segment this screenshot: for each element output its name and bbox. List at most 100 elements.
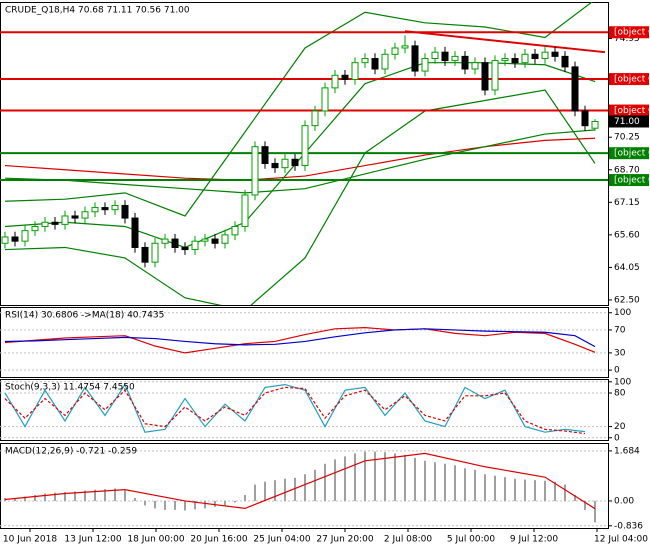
- candle-body: [171, 238, 179, 248]
- level-tag: [609, 174, 649, 187]
- candle-body: [531, 53, 539, 59]
- y-tick-label: 100: [614, 308, 631, 318]
- panel-title: MACD(12,26,9) -0.721 -0.259: [5, 447, 137, 457]
- candle-body: [41, 221, 49, 227]
- candle-body: [471, 62, 479, 70]
- y-tick-label: 68.70: [614, 165, 640, 175]
- y-tick-label: -0.836: [614, 521, 643, 531]
- candle-body: [121, 204, 129, 219]
- indicator-line: [4, 129, 596, 194]
- level-label: 71.00: [614, 117, 640, 127]
- trend-line: [404, 30, 606, 54]
- candle-body: [421, 57, 429, 72]
- macd-panel: [0, 443, 609, 529]
- candle-body: [591, 120, 599, 129]
- candle-body: [321, 87, 329, 112]
- candle-body: [1, 236, 9, 244]
- candle-body: [381, 53, 389, 70]
- y-tick-label: 100: [614, 377, 631, 387]
- y-tick-label: 1.684: [614, 446, 640, 456]
- panel-plot: [0, 450, 608, 527]
- candle-body: [541, 51, 549, 59]
- candle-body: [51, 221, 59, 225]
- indicator-line: [4, 89, 596, 305]
- x-tick-label: 2 Jul 08:00: [384, 535, 433, 545]
- level-label: [object Object]: [614, 106, 650, 116]
- x-tick-label: 20 Jun 16:00: [190, 535, 247, 545]
- candle-body: [391, 47, 399, 55]
- candle-body: [431, 51, 439, 59]
- candle-body: [481, 62, 489, 91]
- candle-body: [411, 45, 419, 72]
- y-tick-label: 0.00: [614, 496, 634, 506]
- candle-body: [101, 207, 109, 211]
- candle-body: [441, 51, 449, 62]
- candle-body: [151, 242, 159, 263]
- x-tick-label: 25 Jun 04:00: [253, 535, 310, 545]
- y-tick-label: 64.05: [614, 263, 640, 273]
- stoch-panel: [0, 379, 609, 441]
- y-tick-label: 62.50: [614, 295, 640, 305]
- candle-body: [61, 215, 69, 225]
- indicator-line: [4, 383, 586, 433]
- y-tick-label: 67.15: [614, 198, 640, 208]
- x-tick-label: 12 Jul 04:00: [594, 535, 648, 545]
- candle-body: [561, 55, 569, 68]
- x-tick-label: 5 Jul 00:00: [447, 535, 496, 545]
- x-tick-label: 10 Jun 2018: [3, 535, 57, 545]
- candle-body: [261, 146, 269, 164]
- y-tick-label: 0: [614, 366, 620, 376]
- y-tick-label: 20: [614, 422, 626, 432]
- x-tick-label: 18 Jun 00:00: [127, 535, 184, 545]
- candle-body: [161, 238, 169, 244]
- indicator-line: [4, 328, 596, 348]
- panel-plot: [0, 2, 608, 305]
- y-tick-label: 0: [614, 433, 620, 443]
- level-tag: [609, 73, 649, 86]
- candle-body: [581, 110, 589, 127]
- indicator-line: [4, 327, 596, 354]
- candle-body: [21, 230, 29, 242]
- candle-body: [331, 74, 339, 89]
- level-label: [object Object]: [614, 28, 650, 38]
- candle-body: [241, 194, 249, 227]
- candle-body: [191, 240, 199, 251]
- candle-body: [251, 146, 259, 196]
- candle-body: [451, 55, 459, 62]
- candle-body: [571, 66, 579, 112]
- indicator-line: [4, 2, 593, 217]
- y-tick-label: 74.95: [614, 34, 640, 44]
- candle-body: [181, 246, 189, 251]
- x-tick-label: 13 Jun 12:00: [64, 535, 121, 545]
- y-tick-label: 80: [614, 388, 626, 398]
- level-label: [object Object]: [614, 176, 650, 186]
- x-tick-label: 9 Jul 12:00: [510, 535, 559, 545]
- candle-body: [281, 158, 289, 169]
- candle-body: [91, 207, 99, 213]
- candle-body: [491, 60, 499, 91]
- candle-body: [211, 238, 219, 244]
- panel-title: Stoch(9,3,3) 11.4754 7.4550: [5, 383, 135, 393]
- candle-body: [311, 110, 319, 127]
- level-tag: [609, 147, 649, 160]
- candle-body: [551, 51, 559, 57]
- candle-body: [31, 225, 39, 232]
- candle-body: [341, 74, 349, 80]
- candle-body: [71, 215, 79, 219]
- panel-title: RSI(14) 30.6806 ->MA(18) 40.7435: [5, 311, 164, 321]
- candle-body: [231, 225, 239, 236]
- candle-body: [351, 62, 359, 80]
- indicator-line: [4, 137, 596, 181]
- indicator-line: [4, 62, 596, 249]
- candle-body: [81, 211, 89, 219]
- level-tag: [609, 115, 649, 128]
- candle-body: [221, 234, 229, 244]
- level-tag: [609, 104, 649, 117]
- candle-body: [201, 238, 209, 242]
- y-tick-label: 70.25: [614, 133, 640, 143]
- level-label: [object Object]: [614, 75, 650, 85]
- candle-body: [131, 217, 139, 248]
- x-tick-label: 27 Jun 20:00: [316, 535, 373, 545]
- candle-body: [521, 53, 529, 64]
